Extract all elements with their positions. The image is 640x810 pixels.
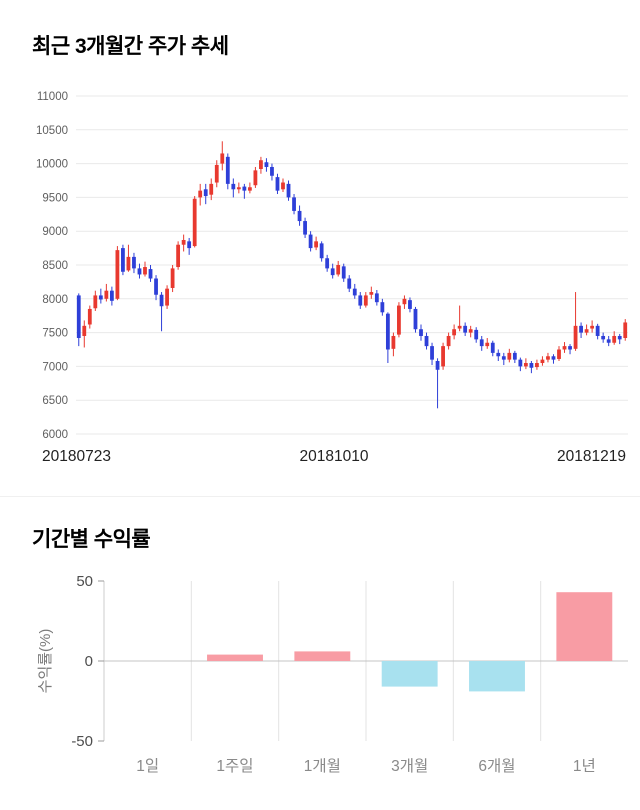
candlestick-chart: 6000 6500 7000 7500 8000 8500 9000 9500 10000 105… [28, 82, 640, 466]
svg-text:7500: 7500 [42, 328, 68, 340]
svg-text:8000: 8000 [42, 294, 68, 306]
svg-text:0: 0 [85, 653, 93, 670]
returns-bar-chart-canvas: 수익률(%) 50 0 -50 1일 1주일 1개월 3개월 6개월 1년 [37, 573, 628, 775]
svg-text:9500: 9500 [42, 192, 68, 204]
svg-text:1개월: 1개월 [304, 757, 341, 775]
svg-text:수익률(%): 수익률(%) [37, 629, 54, 694]
svg-text:50: 50 [76, 573, 93, 590]
section-divider [0, 496, 640, 497]
price-trend-title: 최근 3개월간 주가 추세 [32, 35, 229, 58]
svg-text:8500: 8500 [42, 260, 68, 272]
candlestick-chart-canvas: 6000 6500 7000 7500 8000 8500 9000 9500 10000 105… [36, 91, 628, 441]
svg-text:6500: 6500 [42, 395, 68, 407]
x-axis-label-start: 20180723 [42, 448, 111, 465]
svg-text:10500: 10500 [36, 125, 68, 137]
svg-text:6개월: 6개월 [478, 757, 515, 775]
price-trend-section: 최근 3개월간 주가 추세 6000 6500 7000 7500 8000 8500 90… [28, 35, 640, 466]
svg-text:-50: -50 [71, 733, 93, 750]
returns-section: 기간별 수익률 수익률(%) 50 0 -50 1일 1주일 1개월 3개월 6개월 1년 [0, 497, 640, 785]
svg-text:10000: 10000 [36, 159, 68, 171]
svg-text:1주일: 1주일 [216, 757, 253, 775]
svg-text:7000: 7000 [42, 361, 68, 373]
candlestick-x-axis: 20180723 20181010 20181219 [42, 448, 626, 466]
x-axis-label-end: 20181219 [557, 448, 626, 465]
svg-text:1년: 1년 [573, 757, 596, 775]
svg-text:11000: 11000 [37, 91, 68, 103]
svg-text:6000: 6000 [42, 429, 68, 441]
svg-text:3개월: 3개월 [391, 757, 428, 775]
svg-text:1일: 1일 [136, 757, 159, 775]
svg-text:9000: 9000 [42, 226, 68, 238]
x-axis-label-mid: 20181010 [299, 448, 369, 465]
returns-title: 기간별 수익률 [32, 528, 151, 551]
